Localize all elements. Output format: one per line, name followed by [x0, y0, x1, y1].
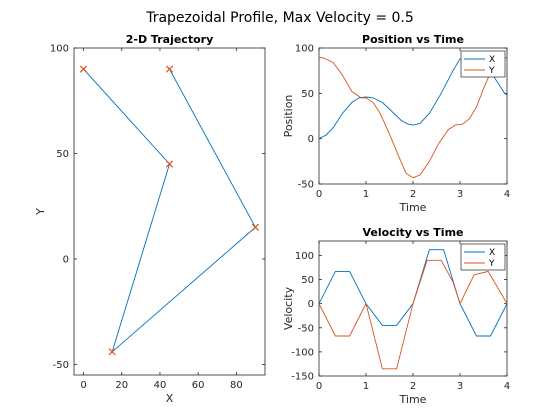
position-xtick-label: 0 — [316, 189, 322, 200]
trajectory-xtick-label: 80 — [230, 380, 243, 391]
position-ytick-label: 0 — [308, 134, 314, 145]
position-ytick-label: 50 — [301, 89, 314, 100]
trajectory-ytick-label: 0 — [63, 254, 69, 265]
velocity-legend: XY — [460, 243, 506, 271]
velocity-xtick-label: 1 — [363, 381, 369, 392]
trajectory-xtick-label: 40 — [154, 380, 167, 391]
trajectory-xlabel: X — [166, 392, 174, 405]
position-title: Position vs Time — [362, 33, 464, 46]
velocity-xtick-label: 4 — [504, 381, 510, 392]
trajectory-xtick-label: 20 — [115, 380, 128, 391]
velocity-ytick-label: -150 — [291, 372, 314, 383]
velocity-legend-label-y: Y — [488, 259, 495, 269]
velocity-title: Velocity vs Time — [363, 226, 464, 239]
trajectory-waypoint-5 — [165, 65, 174, 73]
position-ytick-label: 100 — [295, 44, 314, 55]
velocity-xlabel: Time — [399, 393, 427, 406]
position-xtick-label: 1 — [363, 189, 369, 200]
position-xtick-label: 2 — [410, 189, 416, 200]
trajectory-ytick-label: 100 — [50, 44, 69, 55]
velocity-ytick-label: -100 — [291, 347, 314, 358]
position-legend-label-y: Y — [488, 66, 495, 76]
trajectory-plot: 0 20 40 60 80 -50 0 50 100 2-D Trajectory X Y — [34, 33, 266, 405]
velocity-ylabel: Velocity — [282, 286, 295, 330]
position-legend-label-x: X — [489, 55, 495, 65]
trajectory-ytick-label: 50 — [56, 149, 69, 160]
position-series-y-line — [319, 56, 507, 179]
position-ylabel: Position — [282, 95, 295, 138]
position-xtick-label: 4 — [504, 189, 510, 200]
position-ytick-label: -50 — [298, 180, 314, 191]
velocity-legend-box — [460, 243, 506, 271]
velocity-ytick-label: 100 — [295, 251, 314, 262]
position-xlabel: Time — [399, 201, 427, 214]
trajectory-ytick-label: -50 — [53, 360, 69, 371]
trajectory-xtick-label: 60 — [192, 380, 205, 391]
trajectory-waypoint-4 — [251, 223, 260, 231]
velocity-ytick-label: 0 — [308, 299, 314, 310]
velocity-ytick-label: -50 — [298, 323, 314, 334]
velocity-xtick-label: 2 — [410, 381, 416, 392]
velocity-series-y-line — [319, 259, 507, 370]
trajectory-xtick-label: 0 — [80, 380, 86, 391]
figure-suptitle: Trapezoidal Profile, Max Velocity = 0.5 — [145, 10, 414, 26]
position-legend: XY — [460, 50, 506, 78]
trajectory-waypoint-3 — [108, 348, 116, 356]
position-xtick-label: 3 — [457, 189, 463, 200]
velocity-ytick-label: 50 — [301, 275, 314, 286]
velocity-legend-label-x: X — [489, 248, 495, 258]
trajectory-axes-box — [73, 47, 266, 376]
velocity-xtick-label: 3 — [457, 381, 463, 392]
trajectory-title: 2-D Trajectory — [126, 33, 213, 46]
velocity-plot: 0 1 2 3 4 -150 -100 -50 0 50 100 Velocity vs Time Ti… — [282, 226, 510, 406]
position-legend-box — [460, 50, 506, 78]
velocity-xtick-label: 0 — [316, 381, 322, 392]
trajectory-waypoint-2 — [165, 160, 174, 168]
trajectory-ylabel: Y — [34, 208, 47, 216]
trajectory-waypoint-1 — [79, 65, 88, 73]
